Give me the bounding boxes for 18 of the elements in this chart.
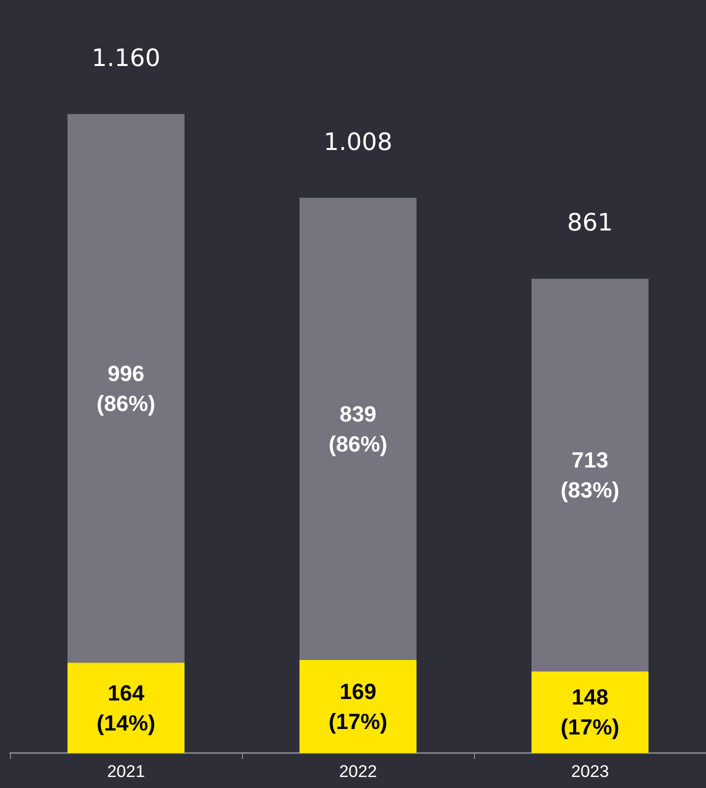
data-label: 169 (17%) [328,678,388,734]
bar [300,660,416,753]
bar [68,662,184,753]
data-label: 148 (17%) [560,684,620,740]
bar [300,198,416,660]
data-label: 713 (83%) [560,448,620,503]
total-label: 1.160 [92,44,160,72]
bar [532,278,648,672]
total-label: 861 [567,208,613,237]
bar [532,671,648,753]
data-label: 839 (86%) [328,401,388,456]
x-tick-label: 2022 [339,762,377,781]
data-label: 996 (86%) [96,360,156,416]
bar [68,114,184,663]
x-tick-label: 2021 [107,762,145,781]
data-label: 164 (14%) [96,680,156,736]
x-tick-label: 2023 [571,762,609,781]
total-label: 1.008 [324,128,392,156]
